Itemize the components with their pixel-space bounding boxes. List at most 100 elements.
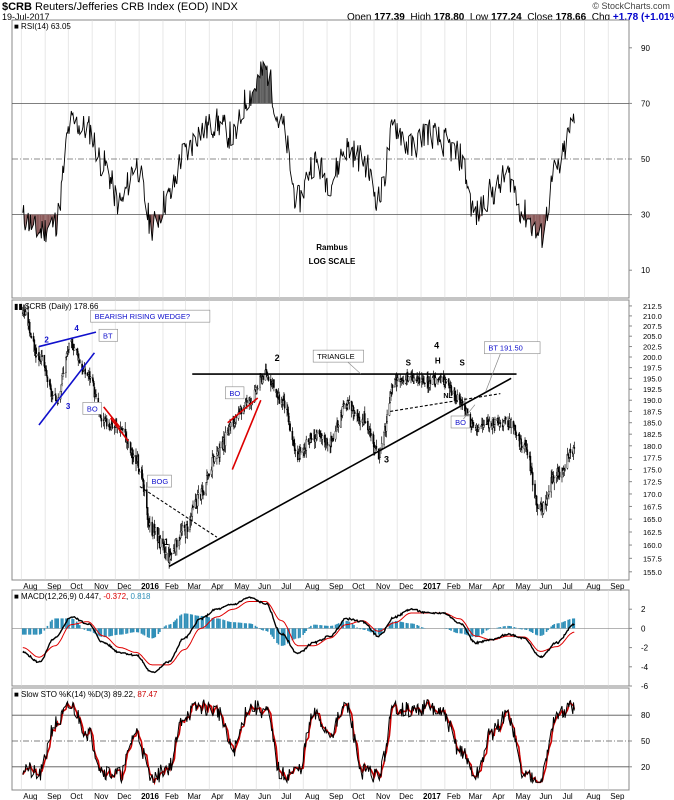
price-bar-body	[424, 382, 426, 385]
price-y-tick-label: 157.5	[643, 554, 662, 563]
macd-hist-bar	[293, 628, 295, 640]
macd-hist-bar	[553, 624, 556, 629]
macd-hist-bar	[75, 621, 78, 629]
macd-hist-bar	[140, 628, 143, 634]
price-bar-body	[402, 379, 405, 383]
bo-label-3-box	[450, 415, 470, 429]
red-flag-line	[109, 417, 129, 442]
price-bar-body	[286, 409, 289, 414]
macd-hist-bar	[410, 623, 412, 629]
price-bar-body	[73, 347, 76, 351]
x-tick-label: 2016	[141, 792, 159, 800]
price-bar-body	[62, 372, 65, 374]
macd-hist-bar	[417, 625, 420, 629]
price-bar-body	[480, 425, 482, 427]
macd-hist-bar	[206, 616, 209, 629]
price-y-tick-label: 162.5	[643, 528, 662, 537]
price-bar-body	[191, 507, 194, 517]
x-tick-label: May	[515, 582, 530, 591]
price-bar-body	[44, 365, 46, 372]
price-bar-body	[294, 449, 297, 451]
x-tick-label: Aug	[305, 582, 319, 591]
price-bar-body	[143, 491, 146, 493]
price-y-tick-label: 165.0	[643, 515, 662, 524]
macd-hist-bar	[476, 628, 479, 637]
price-bar-body	[253, 389, 256, 403]
price-bar-body	[337, 420, 339, 428]
macd-hist-bar	[273, 628, 275, 639]
x-tick-label: Jul	[562, 792, 572, 800]
price-bar-body	[181, 525, 184, 532]
price-bar-body	[146, 507, 149, 520]
price-bar-body	[122, 428, 124, 430]
bt-191-label-box	[484, 341, 541, 355]
x-tick-label: 2017	[423, 582, 441, 591]
macd-hist-bar	[46, 625, 49, 629]
x-tick-label: Dec	[399, 792, 413, 800]
wedge-point-2: 2	[44, 336, 49, 345]
price-bar-body	[45, 369, 47, 371]
macd-hist-bar	[399, 621, 402, 629]
macd-hist-bar	[416, 624, 418, 629]
x-tick-label: Jun	[258, 582, 271, 591]
macd-hist-bar	[43, 628, 46, 631]
price-y-tick-label: 170.0	[643, 490, 662, 499]
price-bar-body	[68, 342, 70, 350]
macd-y-tick-label: -2	[641, 644, 649, 653]
price-bar-body	[566, 454, 569, 469]
price-y-tick-label: 212.5	[643, 302, 662, 311]
x-tick-label: Jul	[281, 792, 291, 800]
macd-hist-bar	[129, 628, 132, 633]
macd-hist-bar	[151, 628, 153, 639]
macd-hist-bar	[561, 622, 563, 629]
macd-hist-bar	[388, 624, 391, 629]
macd-hist-bar	[57, 618, 60, 629]
price-bar-body	[49, 383, 52, 390]
price-bar-body	[196, 494, 199, 507]
symbol-name: Reuters/Jefferies CRB Index (EOD)	[35, 1, 209, 13]
price-bar-body	[172, 548, 175, 555]
x-tick-label: May	[234, 792, 249, 800]
chart-date: 19-Jul-2017	[2, 12, 50, 22]
price-bar-body	[104, 416, 107, 421]
price-bar-body	[451, 390, 453, 396]
x-tick-label: Aug	[23, 582, 37, 591]
macd-hist-bar	[302, 628, 304, 635]
price-bar-body	[67, 350, 70, 352]
macd-hist-bar	[374, 628, 377, 635]
price-bar-body	[165, 552, 167, 555]
macd-hist-bar	[536, 628, 539, 636]
price-bar-body	[186, 526, 189, 532]
price-bar-body	[259, 375, 261, 388]
sto-panel-title: ■ Slow STO %K(14) %D(3) 89.22, 87.47	[14, 690, 158, 699]
x-tick-label: Apr	[211, 792, 224, 800]
price-bar-body	[35, 353, 38, 357]
macd-hist-bar	[23, 628, 26, 635]
price-bar-body	[246, 400, 248, 403]
macd-hist-bar	[271, 628, 274, 637]
macd-hist-bar	[259, 628, 261, 630]
price-bar-body	[30, 336, 33, 338]
x-tick-label: Sep	[329, 582, 344, 591]
price-bar-body	[347, 400, 349, 405]
macd-hist-bar	[186, 613, 189, 629]
price-bar-body	[482, 425, 485, 428]
macd-hist-bar	[189, 614, 192, 629]
macd-hist-bar	[471, 628, 474, 637]
macd-hist-bar	[282, 628, 284, 646]
macd-hist-bar	[454, 628, 457, 633]
macd-hist-bar	[448, 628, 451, 630]
rsi-y-tick-label: 70	[641, 99, 650, 108]
price-bar-body	[432, 376, 435, 378]
wedge-point-4: 4	[74, 324, 79, 333]
price-bar-body	[307, 439, 310, 443]
rsi-oversold-fill	[31, 214, 34, 230]
macd-hist-bar	[334, 624, 337, 629]
price-bar-body	[267, 376, 270, 381]
macd-hist-bar	[316, 624, 318, 629]
price-bar-body	[141, 469, 143, 478]
price-bar-body	[151, 521, 153, 536]
macd-hist-bar	[34, 628, 36, 635]
macd-hist-bar	[233, 622, 235, 629]
macd-hist-bar	[530, 628, 532, 633]
